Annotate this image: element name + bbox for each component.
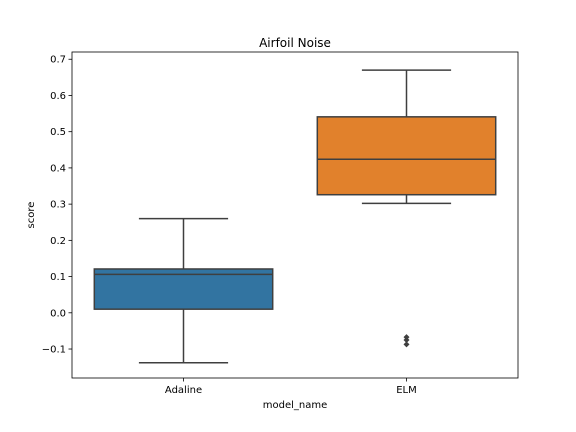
outlier-point xyxy=(403,341,410,348)
y-axis-label: score xyxy=(26,202,37,229)
y-tick-label: 0.2 xyxy=(50,236,66,247)
y-tick-label: −0.1 xyxy=(42,345,66,356)
y-tick-label: 0.5 xyxy=(50,127,66,138)
box-adaline xyxy=(93,217,274,364)
y-tick-label: 0.1 xyxy=(50,272,66,283)
y-axis: −0.1 0.0 0.1 0.2 0.3 0.4 0.5 0.6 0.7 xyxy=(42,55,72,356)
y-tick-label: 0.6 xyxy=(50,91,66,102)
x-tick-label: ELM xyxy=(396,385,417,396)
x-tick-label: Adaline xyxy=(165,385,202,396)
x-axis-label: model_name xyxy=(263,400,328,411)
chart-title: Airfoil Noise xyxy=(259,36,331,50)
y-tick-label: 0.4 xyxy=(50,163,66,174)
y-tick-label: 0.7 xyxy=(50,55,66,66)
plot-content xyxy=(93,69,497,364)
y-tick-label: 0.3 xyxy=(50,200,66,211)
outlier-point xyxy=(403,336,410,343)
y-tick-label: 0.0 xyxy=(50,308,66,319)
x-axis: Adaline ELM xyxy=(165,378,417,396)
box-elm xyxy=(316,69,497,348)
plot-frame xyxy=(71,51,519,379)
iqr-box xyxy=(93,268,274,310)
iqr-box xyxy=(316,116,497,196)
